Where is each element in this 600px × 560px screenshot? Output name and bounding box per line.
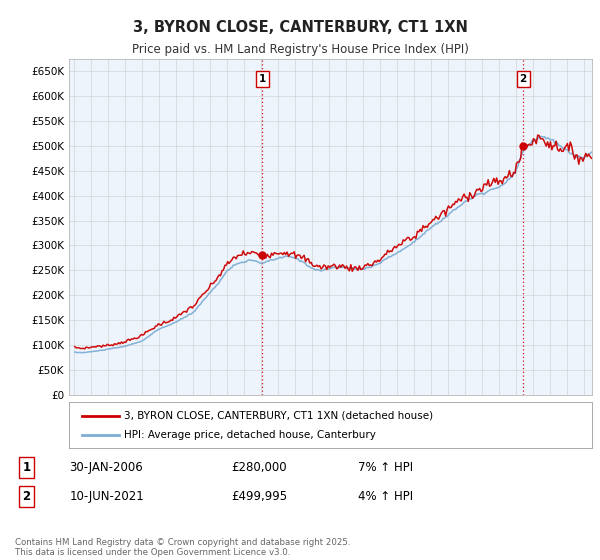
- Text: 2: 2: [520, 74, 527, 84]
- Text: 3, BYRON CLOSE, CANTERBURY, CT1 1XN: 3, BYRON CLOSE, CANTERBURY, CT1 1XN: [133, 20, 467, 35]
- Text: 3, BYRON CLOSE, CANTERBURY, CT1 1XN (detached house): 3, BYRON CLOSE, CANTERBURY, CT1 1XN (det…: [124, 411, 433, 421]
- Text: £499,995: £499,995: [231, 490, 287, 503]
- Text: £280,000: £280,000: [231, 461, 287, 474]
- Text: Price paid vs. HM Land Registry's House Price Index (HPI): Price paid vs. HM Land Registry's House …: [131, 43, 469, 55]
- Text: 10-JUN-2021: 10-JUN-2021: [70, 490, 145, 503]
- Text: HPI: Average price, detached house, Canterbury: HPI: Average price, detached house, Cant…: [124, 430, 376, 440]
- Text: 7% ↑ HPI: 7% ↑ HPI: [358, 461, 413, 474]
- Text: 30-JAN-2006: 30-JAN-2006: [70, 461, 143, 474]
- Text: 4% ↑ HPI: 4% ↑ HPI: [358, 490, 413, 503]
- Text: 2: 2: [22, 490, 31, 503]
- Text: 1: 1: [259, 74, 266, 84]
- Text: Contains HM Land Registry data © Crown copyright and database right 2025.
This d: Contains HM Land Registry data © Crown c…: [15, 538, 350, 557]
- Text: 1: 1: [22, 461, 31, 474]
